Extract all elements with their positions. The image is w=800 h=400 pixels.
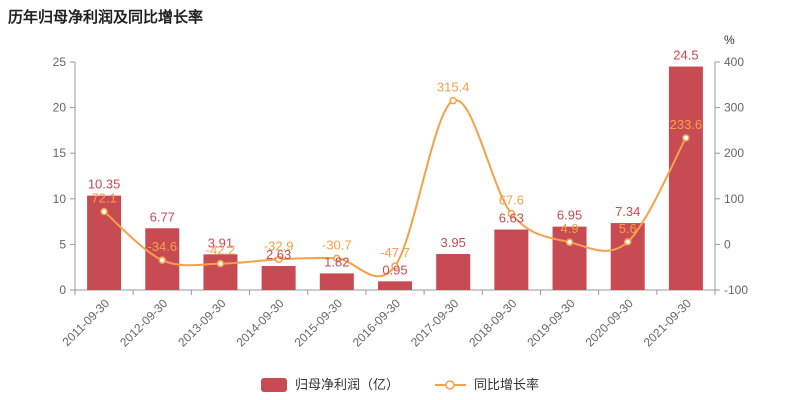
left-axis-tick-label: 15 <box>53 146 67 160</box>
right-axis-tick-label: -100 <box>724 283 748 297</box>
bar[interactable] <box>319 273 354 290</box>
chart-legend: 归母净利润（亿） 同比增长率 <box>0 378 800 392</box>
line-value-label: 5.6 <box>619 221 637 236</box>
line-point[interactable] <box>158 256 167 264</box>
x-axis-label: 2018-09-30 <box>466 296 520 350</box>
right-axis-tick-label: 100 <box>724 192 744 206</box>
line-point[interactable] <box>565 238 574 246</box>
x-axis-label: 2011-09-30 <box>60 296 113 349</box>
bar[interactable] <box>261 266 296 290</box>
line-point[interactable] <box>391 262 399 270</box>
bar-value-label: 24.5 <box>673 48 698 63</box>
bar-value-label: 2.63 <box>266 247 291 262</box>
bar-value-label: 3.95 <box>441 235 466 250</box>
x-axis-label: 2015-09-30 <box>292 296 346 350</box>
bar-value-label: 3.91 <box>208 235 233 250</box>
line-series-swatch-icon <box>435 380 466 390</box>
left-axis-tick-label: 0 <box>59 283 66 297</box>
left-axis-tick-label: 25 <box>53 55 67 69</box>
x-axis-label: 2012-09-30 <box>117 296 171 350</box>
line-point[interactable] <box>333 254 341 263</box>
legend-item-yoy-growth[interactable]: 同比增长率 <box>435 378 539 392</box>
bar[interactable] <box>494 229 529 290</box>
left-axis-tick-label: 20 <box>53 101 67 115</box>
line-point[interactable] <box>274 255 283 264</box>
line-point[interactable] <box>623 238 632 246</box>
bar[interactable] <box>610 223 645 290</box>
line-value-label: 233.6 <box>670 117 703 132</box>
line-point[interactable] <box>216 259 225 268</box>
left-axis-tick-label: 5 <box>59 237 66 251</box>
line-point[interactable] <box>449 96 457 105</box>
bar[interactable] <box>203 254 238 290</box>
line-point[interactable] <box>100 207 108 216</box>
chart-title: 历年归母净利润及同比增长率 <box>8 9 204 26</box>
bar[interactable] <box>668 66 703 290</box>
line-value-label: -30.7 <box>322 237 352 252</box>
bar[interactable] <box>552 226 587 290</box>
bar-value-label: 7.34 <box>615 204 640 219</box>
legend-item-net-profit[interactable]: 归母净利润（亿） <box>260 377 399 392</box>
x-axis-label: 2013-09-30 <box>175 296 229 350</box>
line-value-label: -32.9 <box>264 238 294 253</box>
left-axis-tick-label: 10 <box>53 192 67 206</box>
x-axis-label: 2014-09-30 <box>233 296 287 350</box>
x-axis-label: 2021-09-30 <box>641 296 695 350</box>
right-axis-tick-label: 300 <box>724 101 744 115</box>
line-value-label: 72.1 <box>91 191 116 206</box>
x-axis-label: 2020-09-30 <box>583 296 637 350</box>
line-value-label: 67.6 <box>499 193 524 208</box>
right-axis-tick-label: 400 <box>724 55 744 69</box>
line-value-label: 315.4 <box>437 80 470 95</box>
bar-value-label: 10.35 <box>88 177 121 192</box>
bar[interactable] <box>436 253 471 290</box>
line-value-label: -34.6 <box>147 239 177 254</box>
right-axis-tick-label: 0 <box>724 237 731 251</box>
bar[interactable] <box>378 281 412 290</box>
bar-series-swatch-icon <box>260 378 287 392</box>
line-point[interactable] <box>507 209 516 218</box>
line-value-label: -47.7 <box>380 245 410 260</box>
right-axis-unit-label: % <box>724 33 735 47</box>
line-point[interactable] <box>682 134 690 142</box>
line-value-label: 4.9 <box>561 221 579 236</box>
bar-value-label: 0.95 <box>382 262 407 277</box>
right-axis-tick-label: 200 <box>724 146 744 160</box>
x-axis-label: 2016-09-30 <box>350 296 404 350</box>
bar-value-label: 1.82 <box>324 254 349 269</box>
bar-value-label: 6.95 <box>557 208 582 223</box>
x-axis-label: 2019-09-30 <box>524 296 578 350</box>
bar-value-label: 6.63 <box>499 211 524 226</box>
x-axis-label: 2017-09-30 <box>408 296 462 350</box>
legend-label: 归母净利润（亿） <box>294 377 399 392</box>
legend-label: 同比增长率 <box>474 377 540 392</box>
line-value-label: -42.2 <box>206 243 236 258</box>
bar-value-label: 6.77 <box>150 209 175 224</box>
